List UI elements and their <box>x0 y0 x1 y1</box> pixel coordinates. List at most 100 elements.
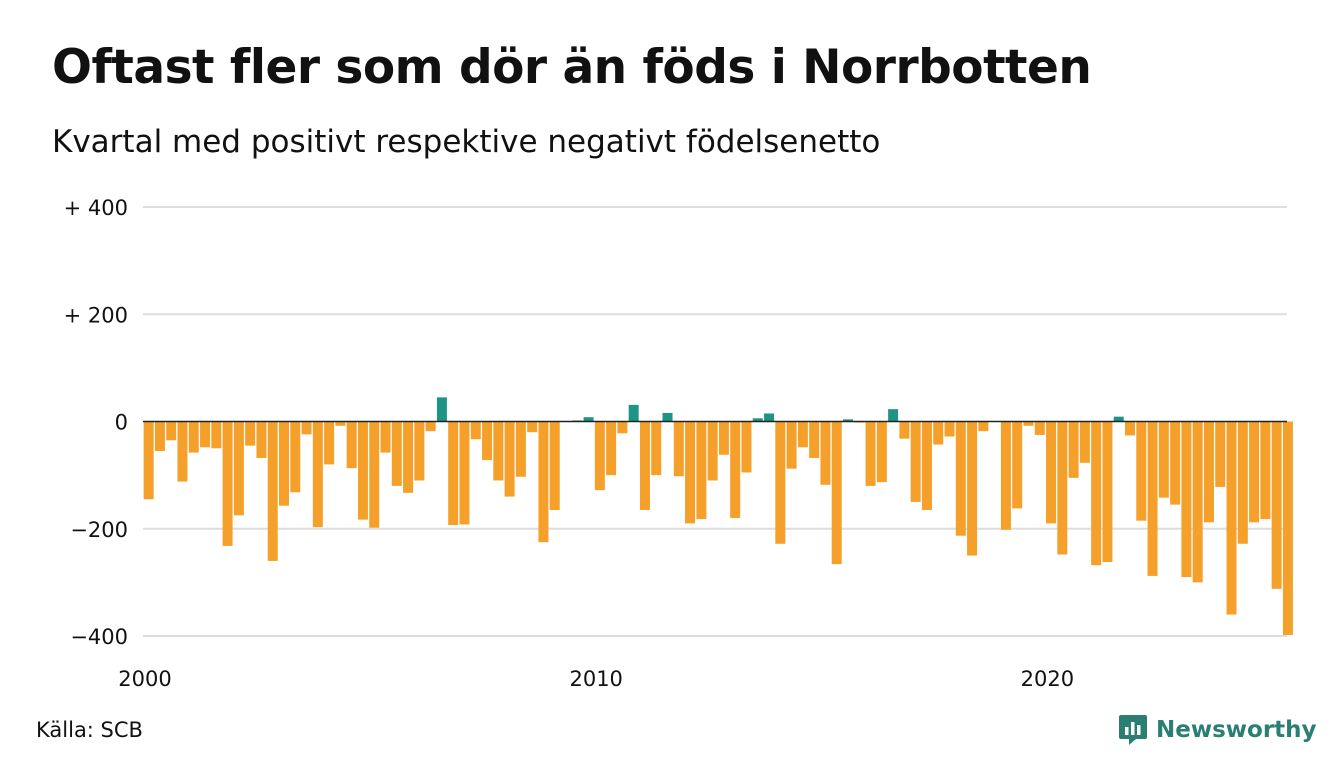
bar <box>1226 421 1237 615</box>
bar <box>436 397 447 422</box>
bar <box>1215 421 1226 487</box>
bar <box>267 421 278 561</box>
bar <box>594 421 605 491</box>
chart-title: Oftast fler som dör än föds i Norrbotten <box>52 40 1092 95</box>
bar <box>1147 421 1158 576</box>
y-tick-label: −400 <box>70 625 128 649</box>
bar <box>1091 421 1102 566</box>
bar <box>470 421 481 440</box>
bar <box>482 421 493 461</box>
bar <box>290 421 301 493</box>
bar <box>1136 421 1147 521</box>
chart-subtitle: Kvartal med positivt respektive negativt… <box>52 124 881 160</box>
bar <box>211 421 222 449</box>
bar <box>1068 421 1079 478</box>
bar <box>357 421 368 520</box>
bar <box>831 421 842 565</box>
chart-bubble-icon <box>1119 715 1147 745</box>
bar <box>527 421 538 433</box>
bar <box>448 421 459 525</box>
bar <box>177 421 188 482</box>
bar <box>696 421 707 520</box>
bar <box>786 421 797 469</box>
bar <box>1000 421 1011 530</box>
bar <box>425 421 436 432</box>
bar <box>504 421 515 497</box>
bar <box>1249 421 1260 523</box>
bar <box>888 409 899 422</box>
bar <box>933 421 944 445</box>
bar <box>549 421 560 510</box>
bar <box>256 421 267 458</box>
bar <box>685 421 696 524</box>
bar <box>820 421 831 485</box>
bar <box>775 421 786 544</box>
bar <box>391 421 402 486</box>
x-tick-label: 2000 <box>118 667 171 691</box>
bar <box>606 421 617 476</box>
bar <box>154 421 165 451</box>
bar <box>403 421 414 493</box>
axes: + 400 + 200 0 −200 −400 2000 2010 2020 <box>64 196 1287 691</box>
bar <box>899 421 910 439</box>
bar <box>651 421 662 476</box>
bar <box>1271 421 1282 589</box>
bar <box>865 421 876 486</box>
brand-name: Newsworthy <box>1156 717 1317 743</box>
x-tick-label: 2020 <box>1021 667 1074 691</box>
bar <box>730 421 741 519</box>
y-tick-label: + 400 <box>64 196 128 220</box>
bar <box>538 421 549 543</box>
bar <box>1102 421 1113 562</box>
bar <box>1057 421 1068 555</box>
bar <box>809 421 820 458</box>
bar <box>673 421 684 477</box>
bar <box>876 421 887 483</box>
bar <box>1282 421 1293 635</box>
bar <box>944 421 955 437</box>
bar <box>797 421 808 448</box>
bar <box>245 421 256 446</box>
bar <box>1170 421 1181 505</box>
bar <box>910 421 921 502</box>
bar <box>1023 421 1034 426</box>
bar <box>380 421 391 453</box>
source-note: Källa: SCB <box>36 718 143 742</box>
bar <box>1046 421 1057 524</box>
bar <box>967 421 978 556</box>
brand-logo: Newsworthy <box>1118 713 1317 747</box>
bar <box>662 412 673 422</box>
y-tick-label: −200 <box>70 518 128 542</box>
bar <box>493 421 504 481</box>
y-tick-label: + 200 <box>64 303 128 327</box>
bar <box>1113 416 1124 422</box>
bar <box>143 421 154 500</box>
bar <box>166 421 177 441</box>
bar <box>200 421 211 448</box>
bar <box>764 413 775 422</box>
bar <box>312 421 323 528</box>
bar <box>843 419 853 422</box>
bar <box>459 421 470 525</box>
bar <box>718 421 729 455</box>
bar <box>1203 421 1214 523</box>
bar <box>1158 421 1169 498</box>
bar <box>414 421 425 481</box>
bar <box>346 421 357 469</box>
bar <box>324 421 335 465</box>
bar <box>628 404 639 422</box>
bar <box>233 421 244 516</box>
bar <box>301 421 312 435</box>
bar <box>1034 421 1045 435</box>
bar <box>1260 421 1271 520</box>
bar <box>1079 421 1090 463</box>
bar <box>1237 421 1248 544</box>
bar <box>1192 421 1203 583</box>
y-tick-label: 0 <box>115 411 128 435</box>
bar <box>1125 421 1135 436</box>
bar <box>1181 421 1192 578</box>
bar <box>955 421 966 536</box>
bar <box>752 418 763 422</box>
bar <box>921 421 932 510</box>
